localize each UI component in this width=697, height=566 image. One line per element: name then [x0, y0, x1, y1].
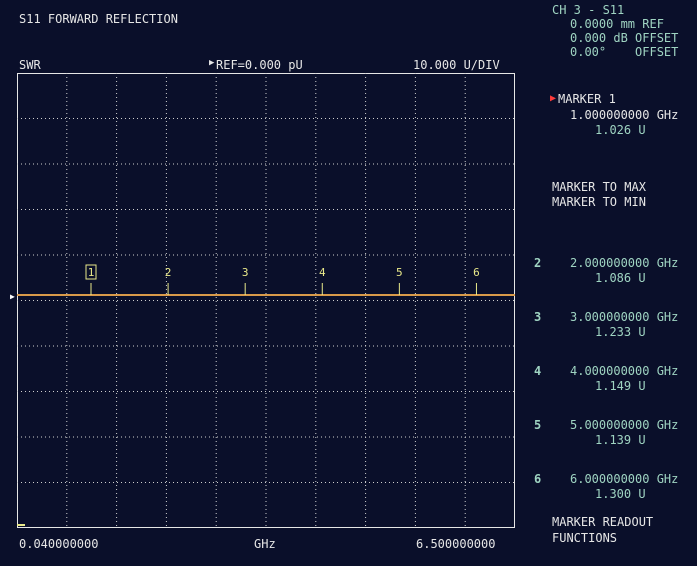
- plot-marker-6: 6: [473, 266, 480, 295]
- marker-frequency: 2.000000000 GHz: [570, 256, 679, 270]
- ref-level-arrow-icon: ▶: [10, 292, 15, 301]
- marker-1-value: 1.026 U: [595, 123, 646, 137]
- marker-entry-2[interactable]: 2 2.000000000 GHz 1.086 U: [534, 256, 697, 290]
- channel-label: CH 3 - S11: [552, 3, 625, 17]
- marker-value: 1.149 U: [595, 379, 646, 393]
- marker-number: 4: [534, 364, 542, 378]
- ref-label: REF=0.000 pU: [216, 58, 303, 72]
- plot-marker-label: 1: [88, 266, 95, 279]
- plot-marker-label: 4: [319, 266, 326, 279]
- trace-plot[interactable]: 1 2 3 4 5 6: [17, 73, 515, 528]
- marker-to-max: MARKER TO MAX: [552, 180, 646, 194]
- plot-marker-3: 3: [242, 266, 249, 295]
- marker-entry-5[interactable]: 5 5.000000000 GHz 1.139 U: [534, 418, 697, 452]
- marker-entry-6[interactable]: 6 6.000000000 GHz 1.300 U: [534, 472, 697, 506]
- reference-plane: 0.0000 mm REF: [570, 17, 664, 31]
- marker-value: 1.139 U: [595, 433, 646, 447]
- menu-marker-to-max-min[interactable]: MARKER TO MAX MARKER TO MIN: [550, 180, 697, 212]
- marker-number: 3: [534, 310, 542, 324]
- plot-marker-2: 2: [165, 266, 172, 295]
- db-offset: 0.000 dB OFFSET: [570, 31, 679, 45]
- plot-marker-label: 3: [242, 266, 249, 279]
- active-marker-box: [85, 264, 97, 280]
- axis-unit: GHz: [254, 537, 276, 551]
- screen-title: S11 FORWARD REFLECTION: [19, 12, 178, 26]
- plot-markers: 1 2 3 4 5 6: [85, 264, 480, 295]
- phase-offset: 0.00° OFFSET: [570, 45, 679, 59]
- menu-marker-1[interactable]: ▶ MARKER 1 1.000000000 GHz 1.026 U: [550, 92, 697, 140]
- marker-to-min: MARKER TO MIN: [552, 195, 646, 209]
- marker-entry-3[interactable]: 3 3.000000000 GHz 1.233 U: [534, 310, 697, 344]
- plot-marker-label: 2: [165, 266, 172, 279]
- active-marker-pointer-icon: ▶: [550, 93, 557, 104]
- format-label: SWR: [19, 58, 41, 72]
- plot-marker-label: 5: [396, 266, 403, 279]
- marker-number: 2: [534, 256, 542, 270]
- start-frequency: 0.040000000: [19, 537, 99, 551]
- readout-line-2: FUNCTIONS: [552, 531, 618, 545]
- ref-pointer-icon: ▶: [209, 58, 215, 68]
- marker-entry-4[interactable]: 4 4.000000000 GHz 1.149 U: [534, 364, 697, 398]
- menu-marker-readout-functions[interactable]: MARKER READOUT FUNCTIONS: [550, 515, 697, 549]
- plot-marker-5: 5: [396, 266, 403, 295]
- marker-value: 1.086 U: [595, 271, 646, 285]
- marker-1-label: MARKER 1: [558, 92, 616, 106]
- stop-frequency: 6.500000000: [416, 537, 496, 551]
- marker-value: 1.233 U: [595, 325, 646, 339]
- scale-label: 10.000 U/DIV: [413, 58, 500, 72]
- graticule: [17, 73, 515, 528]
- plot-marker-label: 6: [473, 266, 480, 279]
- plot-marker-1: 1: [85, 264, 97, 295]
- marker-frequency: 6.000000000 GHz: [570, 472, 679, 486]
- marker-number: 5: [534, 418, 542, 432]
- marker-frequency: 3.000000000 GHz: [570, 310, 679, 324]
- marker-1-frequency: 1.000000000 GHz: [570, 108, 679, 122]
- marker-frequency: 4.000000000 GHz: [570, 364, 679, 378]
- plot-marker-4: 4: [319, 266, 326, 295]
- marker-number: 6: [534, 472, 542, 486]
- marker-value: 1.300 U: [595, 487, 646, 501]
- marker-frequency: 5.000000000 GHz: [570, 418, 679, 432]
- readout-line-1: MARKER READOUT: [552, 515, 654, 529]
